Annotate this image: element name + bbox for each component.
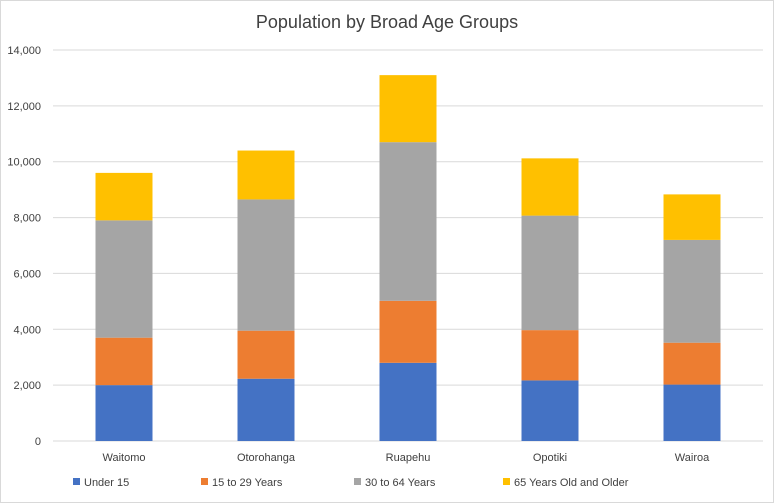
chart-title: Population by Broad Age Groups [256, 12, 518, 32]
legend-label: Under 15 [84, 477, 129, 489]
bar-segment [521, 330, 579, 381]
bar-segment [521, 380, 579, 441]
x-tick-label: Ruapehu [386, 452, 431, 464]
bar-segment [379, 362, 437, 441]
bar-segment [663, 194, 721, 240]
bar-segment [237, 378, 295, 441]
y-tick-label: 0 [35, 436, 41, 448]
bar-segment [379, 142, 437, 301]
bar-segment [663, 384, 721, 441]
bar-segment [663, 239, 721, 343]
bar-segment [521, 158, 579, 216]
x-tick-label: Opotiki [533, 452, 567, 464]
y-tick-label: 6,000 [13, 268, 41, 280]
legend-label: 65 Years Old and Older [514, 477, 629, 489]
bar-segment [237, 150, 295, 200]
legend: Under 15 15 to 29 Years 30 to 64 Years 65 Y… [73, 477, 629, 489]
x-axis-ticks: Waitomo Otorohanga Ruapehu Opotiki Wairoa [103, 452, 711, 464]
x-tick-label: Waitomo [103, 452, 146, 464]
y-tick-label: 12,000 [7, 101, 41, 113]
legend-swatch [354, 478, 361, 485]
bar-segment [95, 337, 153, 386]
y-tick-label: 14,000 [7, 45, 41, 57]
y-tick-label: 2,000 [13, 380, 41, 392]
y-axis-ticks: 0 2,000 4,000 6,000 8,000 10,000 12,000 14,000 [7, 45, 41, 448]
legend-swatch [201, 478, 208, 485]
legend-swatch [503, 478, 510, 485]
bar-segment [379, 300, 437, 363]
bar-segment [237, 330, 295, 379]
bar-segment [95, 172, 153, 221]
bar-segment [95, 385, 153, 441]
legend-label: 15 to 29 Years [212, 477, 283, 489]
y-tick-label: 10,000 [7, 157, 41, 169]
bar-segment [663, 342, 721, 385]
x-tick-label: Wairoa [675, 452, 710, 464]
bar-segment [379, 75, 437, 143]
y-tick-label: 8,000 [13, 213, 41, 225]
y-tick-label: 4,000 [13, 324, 41, 336]
legend-label: 30 to 64 Years [365, 477, 436, 489]
x-tick-label: Otorohanga [237, 452, 296, 464]
bar-segment [521, 215, 579, 331]
bar-segment [237, 199, 295, 331]
bar-segment [95, 220, 153, 338]
bars [95, 75, 721, 441]
legend-swatch [73, 478, 80, 485]
